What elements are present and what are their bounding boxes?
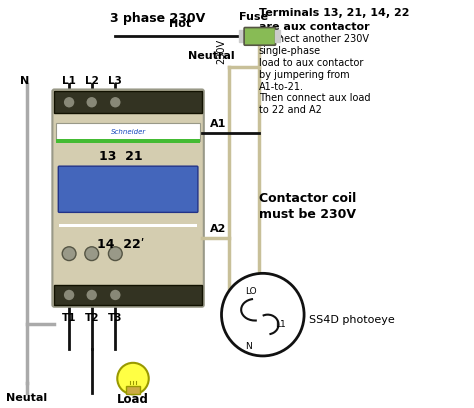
Circle shape	[63, 289, 75, 301]
Bar	[239, 31, 245, 42]
Text: LO: LO	[245, 287, 257, 296]
Text: T3: T3	[108, 313, 123, 323]
Text: Hot: Hot	[169, 20, 191, 29]
Text: must be 230V: must be 230V	[259, 208, 356, 222]
Text: to 22 and A2: to 22 and A2	[259, 105, 322, 115]
Circle shape	[86, 289, 98, 301]
Text: T1: T1	[62, 313, 76, 323]
Circle shape	[221, 273, 304, 356]
Text: 13  21: 13 21	[100, 151, 143, 164]
Text: 14  22ʹ: 14 22ʹ	[98, 238, 145, 251]
Bar	[126, 386, 140, 394]
Bar	[56, 139, 200, 142]
Text: T2: T2	[84, 313, 99, 323]
Bar	[274, 31, 281, 42]
Text: 3 phase 230V: 3 phase 230V	[110, 12, 205, 25]
Circle shape	[86, 96, 98, 108]
Text: N: N	[20, 75, 29, 86]
Text: Load: Load	[117, 393, 149, 406]
Bar	[56, 123, 200, 141]
Text: 230V: 230V	[217, 39, 227, 64]
Text: Connect another 230V: Connect another 230V	[259, 34, 369, 44]
Text: N: N	[245, 342, 251, 351]
Text: L1: L1	[275, 319, 286, 328]
FancyBboxPatch shape	[244, 27, 275, 45]
Text: L1: L1	[62, 75, 76, 86]
Text: A2: A2	[210, 224, 226, 234]
Text: A1-to-21.: A1-to-21.	[259, 82, 304, 92]
Text: Schneider: Schneider	[110, 129, 146, 135]
Bar	[55, 285, 202, 305]
FancyBboxPatch shape	[58, 166, 198, 213]
Text: Contactor coil: Contactor coil	[259, 192, 356, 205]
Circle shape	[63, 96, 75, 108]
Text: L2: L2	[85, 75, 99, 86]
Text: are aux contactor: are aux contactor	[259, 22, 370, 32]
Text: A1: A1	[210, 119, 226, 129]
Circle shape	[62, 247, 76, 261]
Circle shape	[109, 247, 122, 261]
Bar	[55, 91, 202, 113]
FancyBboxPatch shape	[53, 89, 204, 307]
Circle shape	[109, 289, 121, 301]
Circle shape	[85, 247, 99, 261]
Text: Neutral: Neutral	[188, 51, 235, 61]
Text: by jumpering from: by jumpering from	[259, 70, 349, 80]
Text: Fuse: Fuse	[239, 12, 268, 22]
Circle shape	[109, 96, 121, 108]
Bar	[59, 224, 197, 227]
Text: Neutal: Neutal	[6, 393, 47, 403]
Text: Then connect aux load: Then connect aux load	[259, 93, 370, 103]
Text: L3: L3	[109, 75, 122, 86]
Text: single-phase: single-phase	[259, 46, 321, 56]
Circle shape	[117, 363, 149, 394]
Text: load to aux contactor: load to aux contactor	[259, 58, 363, 68]
Text: Terminals 13, 21, 14, 22: Terminals 13, 21, 14, 22	[259, 8, 410, 18]
Text: SS4D photoeye: SS4D photoeye	[309, 315, 395, 324]
